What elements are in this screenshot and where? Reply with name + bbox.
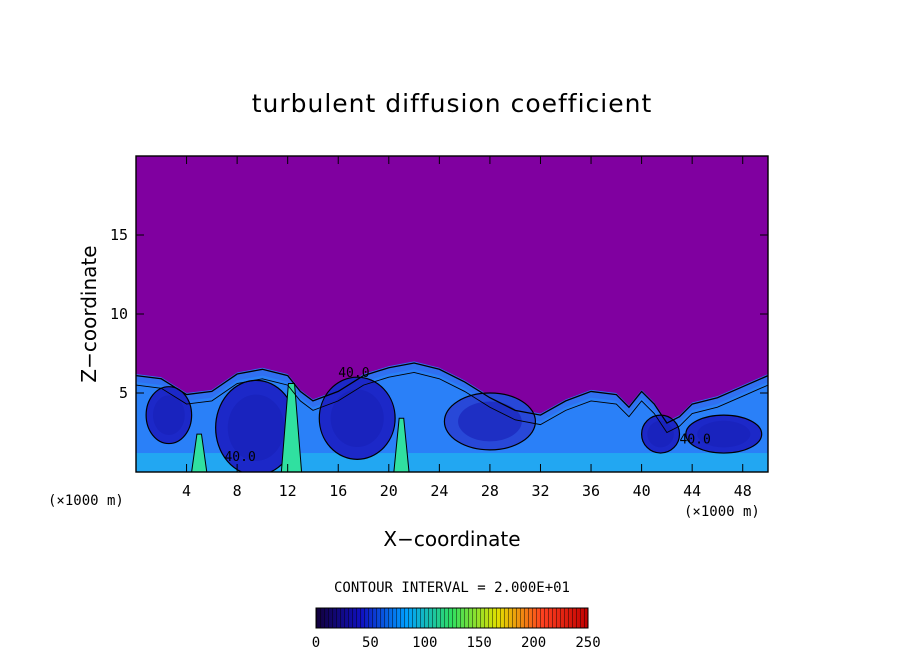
x-tick-label: 28 <box>481 482 499 500</box>
contour-label-0: 40.0 <box>338 366 369 381</box>
eddy-core-2 <box>152 395 185 436</box>
x-tick-label: 48 <box>734 482 752 500</box>
colorbar: 0 50 100 150 200 250 <box>312 607 601 651</box>
plot-area: 40.0 40.0 40.0 <box>136 156 768 472</box>
x-tick-label: 40 <box>633 482 651 500</box>
eddy-core-3 <box>647 420 674 448</box>
x-tick-label: 16 <box>329 482 347 500</box>
x-tick-label: 36 <box>582 482 600 500</box>
colorbar-ticks: 0 50 100 150 200 250 <box>312 635 601 651</box>
eddy-core-4 <box>458 401 522 442</box>
x-tick-label: 24 <box>430 482 448 500</box>
contour-label-1: 40.0 <box>224 450 255 465</box>
colorbar-tick-label: 50 <box>362 635 379 651</box>
colorbar-tick-label: 100 <box>412 635 437 651</box>
x-tick-label: 20 <box>380 482 398 500</box>
eddy-core-5 <box>697 420 751 448</box>
y-tick-label: 15 <box>110 226 128 244</box>
colorbar-tick-label: 0 <box>312 635 320 651</box>
y-tick-label: 10 <box>110 305 128 323</box>
x-tick-label: 44 <box>683 482 701 500</box>
colorbar-stripes <box>316 608 588 628</box>
x-tick-label: 4 <box>182 482 191 500</box>
colorbar-tick-label: 150 <box>467 635 492 651</box>
updraft-plume-1 <box>393 417 410 472</box>
x-axis-label: X−coordinate <box>383 527 520 551</box>
x-tick-label: 8 <box>233 482 242 500</box>
y-axis-label: Z−coordinate <box>77 245 101 382</box>
eddy-core-1 <box>330 389 384 448</box>
eddy-core-0 <box>227 394 285 461</box>
updraft-plume-2 <box>191 433 208 472</box>
y-tick-label: 5 <box>119 384 128 402</box>
x-tick-label: 12 <box>279 482 297 500</box>
x-axis: 4 8 12 16 20 24 28 32 36 40 44 48 <box>182 156 752 500</box>
colorbar-tick-label: 200 <box>521 635 546 651</box>
x-unit-label: (×1000 m) <box>684 504 760 520</box>
chart-title: turbulent diffusion coefficient <box>252 89 653 118</box>
y-unit-label: (×1000 m) <box>48 493 124 509</box>
contour-line-inner <box>136 371 768 434</box>
y-axis: 5 10 15 <box>110 226 768 402</box>
x-tick-label: 32 <box>531 482 549 500</box>
contour-label-2: 40.0 <box>680 433 711 448</box>
colorbar-frame <box>315 607 589 629</box>
colorbar-tick-label: 250 <box>575 635 600 651</box>
contour-line <box>136 362 768 424</box>
contour-interval-label: CONTOUR INTERVAL = 2.000E+01 <box>334 580 570 596</box>
